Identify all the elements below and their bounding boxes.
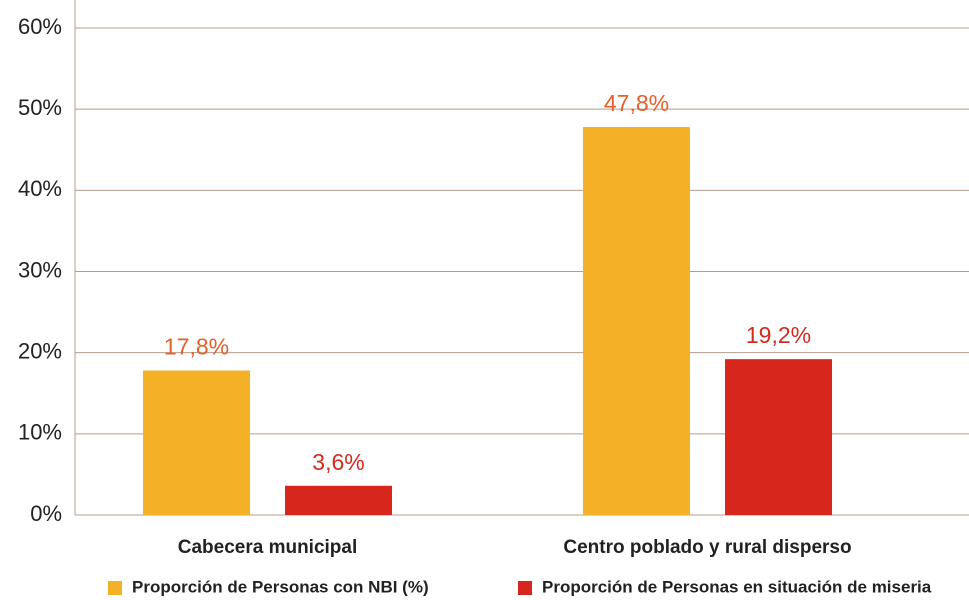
value-label: 47,8% [604, 90, 669, 116]
bar [583, 127, 690, 516]
legend-swatch [518, 581, 532, 595]
y-tick-label: 50% [18, 95, 62, 120]
legend-label: Proporción de Personas con NBI (%) [132, 577, 429, 596]
y-tick-label: 30% [18, 257, 62, 282]
legend-label: Proporción de Personas en situación de m… [542, 577, 932, 596]
y-tick-label: 0% [30, 501, 62, 526]
bar [725, 359, 832, 515]
bar [143, 370, 250, 515]
y-tick-label: 20% [18, 338, 62, 363]
y-tick-label: 60% [18, 14, 62, 39]
x-tick-label: Cabecera municipal [178, 537, 358, 558]
x-tick-label: Centro poblado y rural disperso [563, 537, 851, 558]
y-tick-label: 40% [18, 176, 62, 201]
legend-swatch [108, 581, 122, 595]
value-label: 17,8% [164, 334, 229, 360]
y-tick-label: 10% [18, 420, 62, 445]
value-label: 19,2% [746, 322, 811, 348]
value-label: 3,6% [312, 449, 364, 475]
bar [285, 485, 392, 515]
